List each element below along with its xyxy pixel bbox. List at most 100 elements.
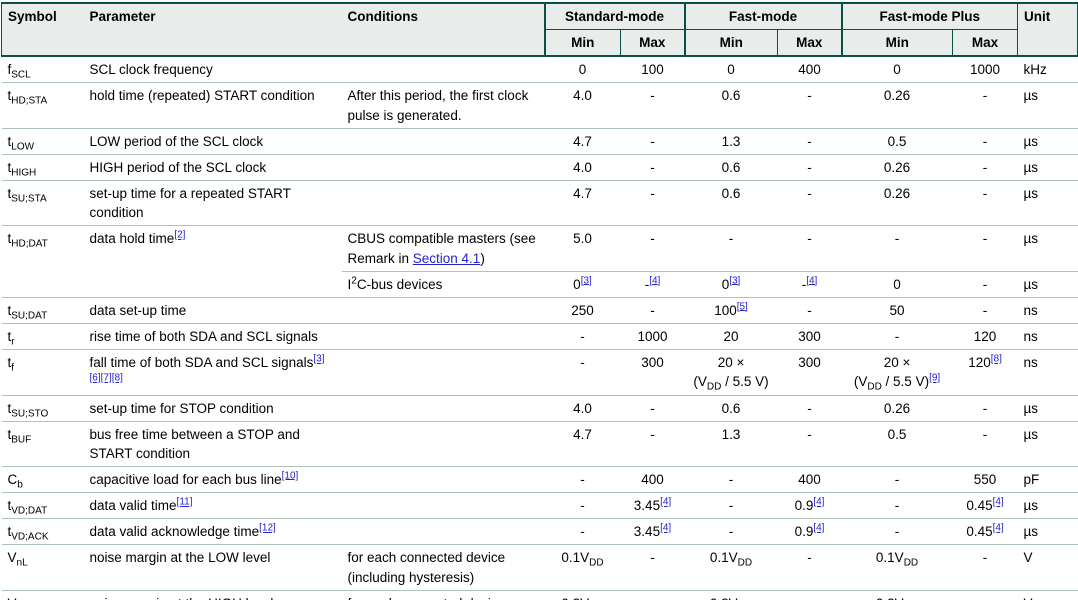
- footnote-link-3[interactable]: [3]: [729, 275, 741, 287]
- value-cell-fm-max: -: [777, 394, 842, 422]
- value-cell-fmp-max: -: [952, 394, 1018, 422]
- value-cell-sm-min: -: [544, 518, 621, 545]
- subscript: b: [17, 479, 23, 491]
- value-cell-fmp-min: 0.26: [841, 153, 953, 181]
- col-group-fast-mode-plus: Fast-mode Plus: [840, 2, 1018, 31]
- value-cell-fmp-min: 20 × (VDD / 5.5 V)[9]: [841, 349, 953, 395]
- symbol-cell: tr: [1, 323, 84, 350]
- subscript: HD;DAT: [11, 239, 48, 251]
- subscript: SU;DAT: [11, 310, 48, 322]
- value-cell-fmp-max: 0.45[4]: [952, 492, 1018, 519]
- col-header-parameter: Parameter: [83, 1, 342, 58]
- col-header-unit: Unit: [1017, 1, 1078, 58]
- value-cell-sm-max: 3.45[4]: [620, 518, 685, 545]
- value-cell-fm-min: 0.6: [684, 153, 778, 181]
- value-cell-fm-max: -: [777, 82, 842, 129]
- footnote-link-11[interactable]: [11]: [176, 496, 193, 508]
- unit-cell: µs: [1017, 394, 1078, 422]
- value-cell-sm-max: -: [620, 420, 685, 467]
- value-cell-sm-max: -: [620, 153, 685, 181]
- footnote-ref: [8]: [112, 373, 123, 384]
- conditions-cell: [341, 518, 545, 545]
- value-cell-sm-min: 0: [544, 55, 621, 83]
- footnote-link-8[interactable]: [8]: [990, 353, 1002, 365]
- table-row: VnL noise margin at the LOW level for each…: [1, 544, 1078, 591]
- value-cell-fmp-max: 1000: [952, 55, 1018, 83]
- footnote-link-10[interactable]: [10]: [281, 470, 299, 482]
- col-header-symbol: Symbol: [1, 1, 84, 58]
- table-row: tHD;DAT data hold time[2] CBUS compatible …: [1, 225, 1078, 298]
- unit-cell: µs: [1017, 180, 1078, 226]
- value-cell-fm-max: -: [777, 180, 842, 226]
- footnote-ref: [2]: [174, 230, 185, 241]
- parameter-cell: LOW period of the SCL clock: [83, 127, 342, 155]
- unit-cell: µs: [1017, 82, 1078, 129]
- footnote-link-12[interactable]: [12]: [259, 522, 276, 534]
- footnote-link-4[interactable]: [4]: [992, 522, 1004, 534]
- footnote-link-4[interactable]: [4]: [813, 496, 825, 508]
- footnote-link-4[interactable]: [4]: [660, 522, 672, 534]
- parameter-cell: set-up time for a repeated START conditi…: [83, 180, 342, 226]
- footnote-ref: [3]: [581, 275, 592, 286]
- symbol-cell: tBUF: [1, 420, 84, 467]
- value-cell-fmp-max: -: [952, 589, 1018, 600]
- footnote-link-7[interactable]: [7]: [100, 372, 112, 384]
- value-cell-fmp-max: -: [952, 270, 1018, 298]
- value-cell-fm-min: 100[5]: [684, 296, 778, 324]
- parameter-cell: capacitive load for each bus line[10]: [83, 465, 342, 493]
- value-cell-fm-min: 0: [684, 55, 778, 83]
- table-row: Cb capacitive load for each bus line[10] -…: [1, 465, 1078, 493]
- conditions-cell: for each connected device (including hys…: [341, 544, 545, 591]
- footnote-ref: [12]: [259, 523, 276, 534]
- footnote-link-4[interactable]: [4]: [649, 275, 661, 287]
- footnote-link-6[interactable]: [6]: [89, 372, 101, 384]
- symbol-cell: tSU;STO: [1, 394, 84, 422]
- footnote-link-9[interactable]: [9]: [929, 372, 941, 384]
- footnote-link-4[interactable]: [4]: [806, 275, 818, 287]
- footnote-ref: [7]: [101, 373, 112, 384]
- value-cell-sm-max: -[4]: [620, 270, 685, 298]
- parameter-cell: rise time of both SDA and SCL signals: [83, 323, 342, 350]
- footnote-link-2[interactable]: [2]: [174, 229, 186, 241]
- footnote-ref: [6]: [90, 373, 101, 384]
- table-body: fSCL SCL clock frequency 0 100 0 400 0 1000 kHz t…: [1, 55, 1078, 600]
- value-cell-fmp-min: 50: [841, 296, 953, 324]
- footnote-link-4[interactable]: [4]: [813, 522, 825, 534]
- value-cell-fmp-min: 0.26: [841, 82, 953, 129]
- footnote-ref: [11]: [177, 497, 193, 508]
- symbol-cell: tHIGH: [1, 153, 84, 181]
- value-cell-fmp-min: 0: [841, 55, 953, 83]
- footnote-link-3[interactable]: [3]: [580, 275, 592, 287]
- value-cell-sm-min: 0.1VDD: [544, 544, 621, 591]
- value-cell-fmp-min: -: [841, 518, 953, 545]
- value-cell-sm-min: 4.7: [544, 420, 621, 467]
- parameter-cell: data valid acknowledge time[12]: [83, 518, 342, 545]
- col-group-standard-mode: Standard-mode: [543, 2, 685, 31]
- footnote-ref: [4]: [806, 275, 817, 286]
- subscript: VD;ACK: [11, 531, 49, 543]
- table-row: tVD;ACK data valid acknowledge time[12] -3…: [1, 518, 1078, 545]
- value-cell-fm-min: 20: [684, 323, 778, 350]
- value-cell-sm-max: -: [620, 127, 685, 155]
- symbol-cell: tSU;STA: [1, 180, 84, 226]
- footnote-link-4[interactable]: [4]: [660, 496, 672, 508]
- table-row: tf fall time of both SDA and SCL signals[…: [1, 349, 1078, 395]
- value-cell-fm-max: 400: [777, 465, 842, 493]
- footnote-link-3[interactable]: [3]: [313, 353, 325, 365]
- value-cell-sm-max: -: [620, 225, 685, 272]
- footnote-link-4[interactable]: [4]: [992, 496, 1004, 508]
- subscript: DD: [867, 382, 882, 394]
- conditions-cell: CBUS compatible masters (see Remark in S…: [341, 225, 545, 272]
- value-cell-fmp-min: 0.2VDD: [841, 589, 953, 600]
- table-row: tr rise time of both SDA and SCL signals -…: [1, 323, 1078, 350]
- value-cell-fm-min: 0.2VDD: [684, 589, 778, 600]
- value-cell-fmp-min: 0.5: [841, 420, 953, 467]
- section-link[interactable]: Section 4.1: [412, 250, 481, 266]
- footnote-link-8[interactable]: [8]: [111, 372, 123, 384]
- footnote-link-5[interactable]: [5]: [736, 301, 748, 313]
- conditions-cell: After this period, the first clock pulse…: [341, 82, 545, 129]
- subscript: HD;STA: [11, 96, 48, 108]
- footnote-ref: [5]: [737, 301, 748, 312]
- symbol-cell: VnH: [1, 589, 84, 600]
- parameter-cell: data hold time[2]: [83, 225, 342, 298]
